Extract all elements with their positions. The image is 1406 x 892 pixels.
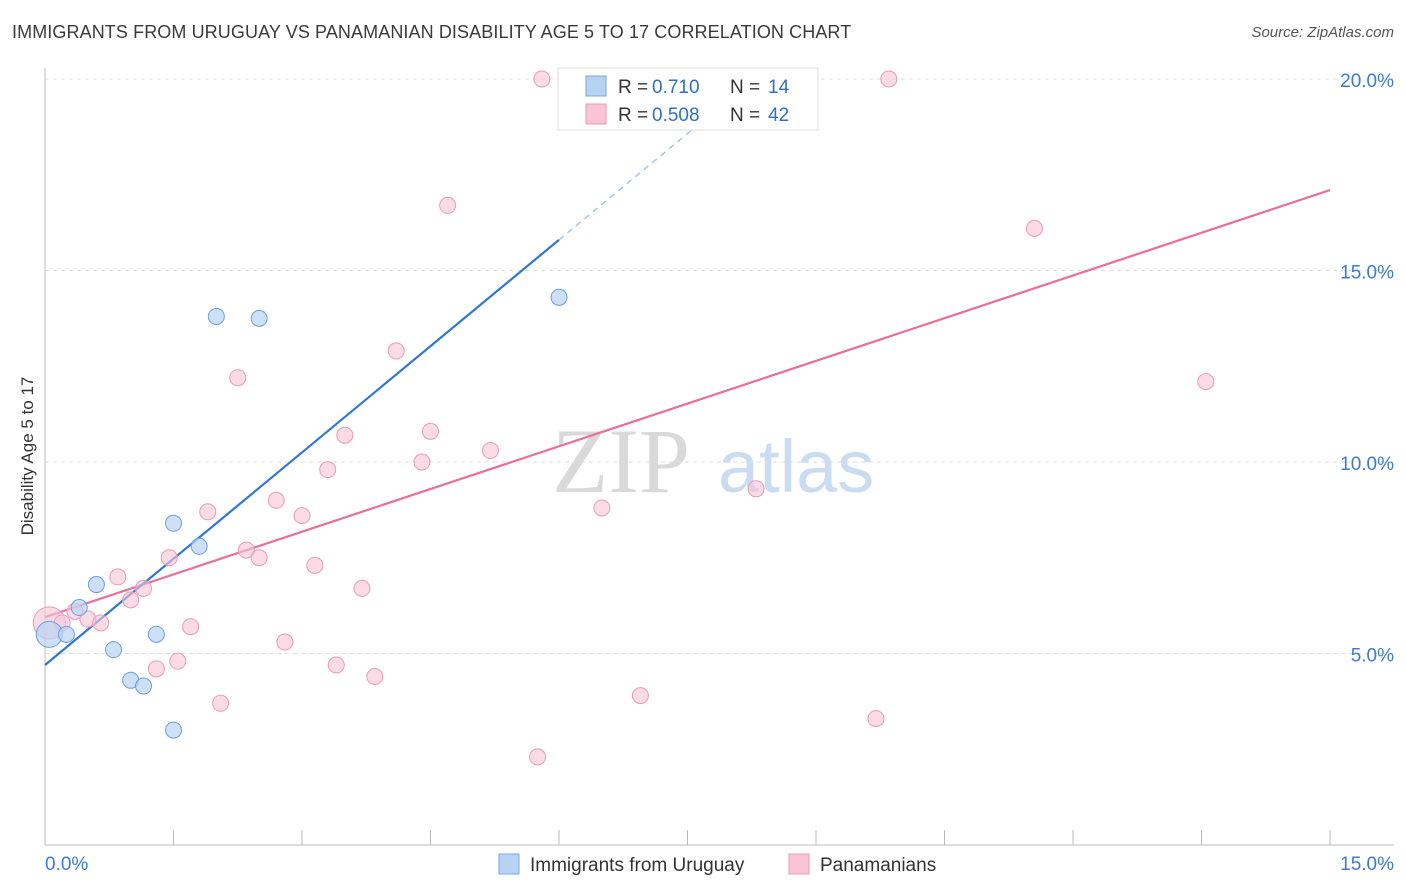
point-panamanians — [237, 541, 255, 559]
point-panamanians — [250, 549, 268, 567]
point-panamanians — [212, 694, 230, 712]
point-panamanians — [92, 614, 110, 632]
y-tick-label: 10.0% — [1340, 454, 1394, 475]
point-panamanians — [306, 556, 324, 574]
gridlines — [45, 78, 1394, 654]
point-panamanians — [122, 591, 140, 609]
correlation-legend: R = 0.710 N = 14 R = 0.508 N = 42 — [557, 67, 819, 131]
point-panamanians — [880, 70, 898, 88]
legend-n-value: 42 — [768, 105, 789, 126]
y-axis-label: Disability Age 5 to 17 — [18, 377, 37, 536]
series-legend-label-uruguay: Immigrants from Uruguay — [530, 855, 745, 876]
point-panamanians — [229, 369, 247, 387]
point-panamanians — [747, 480, 765, 498]
point-panamanians — [147, 660, 165, 678]
point-panamanians — [267, 491, 285, 509]
series-legend-label-panamanians: Panamanians — [820, 855, 936, 876]
point-panamanians — [182, 618, 200, 636]
point-panamanians — [276, 633, 294, 651]
point-uruguay — [550, 288, 568, 306]
point-panamanians — [336, 426, 354, 444]
series-legend-swatch-uruguay — [498, 853, 520, 875]
x-tick-label-min: 0.0% — [45, 854, 88, 875]
legend-r-label: R = — [618, 105, 648, 126]
legend-r-label: R = — [618, 77, 648, 98]
point-panamanians — [387, 342, 405, 360]
point-panamanians — [529, 748, 547, 766]
point-panamanians — [109, 568, 127, 586]
trend-line-panamanians — [44, 189, 1331, 619]
point-panamanians — [481, 442, 499, 460]
point-panamanians — [327, 656, 345, 674]
point-panamanians — [353, 579, 371, 597]
x-tick-label-max: 15.0% — [1340, 854, 1394, 875]
point-panamanians — [293, 507, 311, 525]
legend-swatch-uruguay — [585, 75, 607, 97]
y-tick-label: 5.0% — [1351, 646, 1394, 667]
legend-n-value: 14 — [768, 77, 790, 98]
y-tick-label: 20.0% — [1340, 71, 1394, 92]
point-uruguay — [207, 307, 225, 325]
legend-n-label: N = — [730, 105, 760, 126]
watermark-zip: ZIP — [552, 410, 690, 512]
point-panamanians — [593, 499, 611, 517]
legend-r-value: 0.710 — [652, 77, 700, 98]
legend-r-value: 0.508 — [652, 105, 700, 126]
point-panamanians — [533, 70, 551, 88]
source-label: Source: ZipAtlas.com — [1251, 24, 1394, 41]
point-panamanians — [1025, 219, 1043, 237]
point-panamanians — [422, 422, 439, 440]
point-panamanians — [366, 667, 384, 685]
point-uruguay — [135, 677, 153, 695]
point-panamanians — [135, 579, 153, 597]
point-panamanians — [867, 710, 885, 728]
point-panamanians — [319, 461, 337, 479]
series-legend-swatch-panamanians — [788, 853, 810, 875]
point-uruguay — [57, 625, 75, 643]
chart-title: IMMIGRANTS FROM URUGUAY VS PANAMANIAN DI… — [12, 22, 852, 42]
axes — [44, 68, 1394, 846]
point-uruguay — [250, 309, 268, 327]
point-uruguay — [165, 514, 182, 532]
point-uruguay — [147, 625, 165, 643]
legend-swatch-panamanians — [585, 103, 607, 125]
point-uruguay — [87, 576, 105, 594]
legend-n-label: N = — [730, 77, 760, 98]
point-panamanians — [169, 652, 187, 670]
point-uruguay — [105, 641, 123, 659]
point-panamanians — [413, 453, 431, 471]
trend-line-uruguay-extension — [558, 97, 731, 241]
point-uruguay — [165, 721, 182, 739]
point-panamanians — [1197, 373, 1215, 391]
point-panamanians — [439, 196, 457, 214]
watermark-atlas: atlas — [718, 425, 874, 508]
y-tick-label: 15.0% — [1340, 263, 1394, 284]
x-axis-ticks — [44, 830, 1331, 845]
y-axis-tick-labels: 5.0% 10.0% 15.0% 20.0% — [1340, 71, 1394, 667]
point-panamanians — [160, 549, 178, 567]
point-panamanians — [199, 503, 217, 521]
point-uruguay — [70, 599, 88, 617]
point-panamanians — [631, 687, 649, 705]
point-uruguay — [190, 537, 208, 555]
trend-line-uruguay — [44, 239, 560, 666]
series-legend: Immigrants from Uruguay Panamanians — [498, 853, 936, 876]
